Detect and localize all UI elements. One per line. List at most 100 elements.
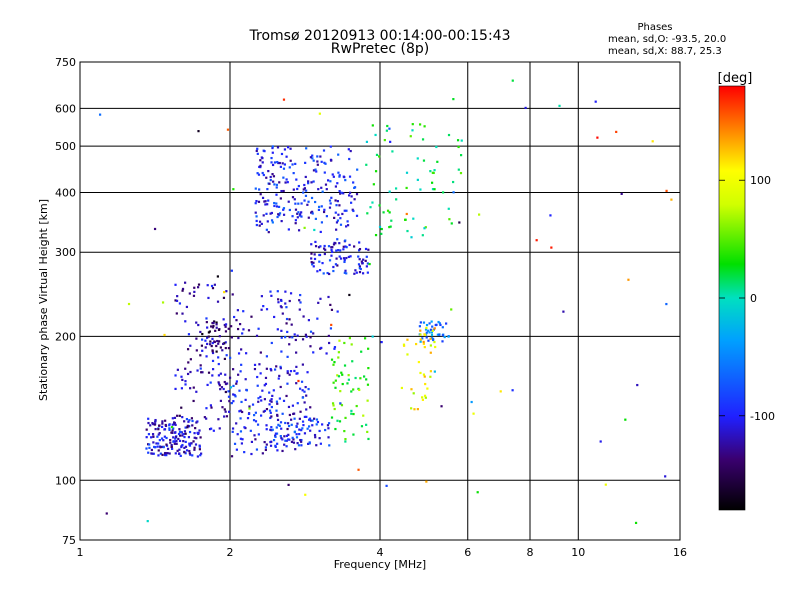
data-point xyxy=(442,191,445,194)
data-point xyxy=(419,340,422,343)
data-point xyxy=(344,239,347,242)
data-point xyxy=(406,353,409,356)
data-point xyxy=(315,418,319,421)
data-point xyxy=(184,367,187,370)
data-point xyxy=(302,188,305,191)
data-point xyxy=(98,113,102,116)
data-point xyxy=(279,305,282,308)
data-point xyxy=(288,299,291,303)
data-point xyxy=(336,264,339,267)
data-point xyxy=(220,386,224,389)
data-point xyxy=(269,428,272,431)
data-point xyxy=(402,343,406,346)
data-point xyxy=(431,329,434,332)
data-point xyxy=(239,370,242,373)
data-point xyxy=(198,429,201,432)
data-point xyxy=(216,300,220,303)
data-point xyxy=(354,376,357,380)
data-point xyxy=(274,435,277,438)
data-point xyxy=(161,453,164,456)
data-point xyxy=(198,445,201,448)
data-point xyxy=(255,149,258,153)
y-tick-label: 600 xyxy=(55,102,76,115)
data-point xyxy=(350,195,353,198)
data-point xyxy=(224,325,227,328)
data-point xyxy=(190,442,193,445)
data-point xyxy=(338,175,341,178)
data-point xyxy=(188,292,191,295)
data-point xyxy=(278,161,281,165)
data-point xyxy=(197,130,200,133)
data-point xyxy=(235,448,238,451)
data-point xyxy=(285,434,289,438)
data-point xyxy=(288,208,291,212)
data-point xyxy=(199,436,202,439)
data-point xyxy=(290,323,293,326)
data-point xyxy=(363,337,367,340)
data-point xyxy=(268,409,272,412)
data-point xyxy=(277,298,280,301)
data-point xyxy=(211,287,215,290)
data-point xyxy=(219,399,223,402)
data-point xyxy=(236,327,240,331)
data-point xyxy=(288,438,291,441)
data-point xyxy=(337,351,340,354)
data-point xyxy=(435,145,438,149)
data-point xyxy=(174,423,177,426)
data-point xyxy=(346,220,349,223)
data-point xyxy=(184,383,187,386)
data-point xyxy=(193,290,196,293)
data-point xyxy=(165,443,168,446)
data-point xyxy=(287,228,290,231)
data-point xyxy=(314,436,317,439)
data-point xyxy=(189,370,192,374)
data-point xyxy=(276,449,279,452)
data-point xyxy=(271,221,274,224)
data-point xyxy=(345,256,348,260)
data-point xyxy=(181,434,184,437)
data-point xyxy=(291,196,295,199)
data-point xyxy=(212,324,215,328)
data-point xyxy=(366,271,369,274)
data-point xyxy=(312,169,316,172)
data-point xyxy=(300,202,303,205)
data-point xyxy=(217,374,221,377)
data-point xyxy=(184,426,187,429)
data-point xyxy=(338,189,341,193)
data-point xyxy=(275,400,279,403)
data-point xyxy=(217,342,220,345)
data-point xyxy=(194,443,198,446)
data-point xyxy=(285,306,288,309)
chart-title: Tromsø 20120913 00:14:00-00:15:43 xyxy=(249,28,511,44)
data-point xyxy=(199,367,202,370)
data-point xyxy=(297,229,301,232)
data-point xyxy=(313,417,316,420)
data-point xyxy=(314,217,317,220)
data-point xyxy=(386,124,389,128)
data-point xyxy=(318,112,321,115)
data-point xyxy=(262,410,265,413)
data-point xyxy=(337,171,340,174)
data-point xyxy=(416,157,419,160)
data-point xyxy=(670,198,673,201)
data-point xyxy=(303,390,306,393)
data-point xyxy=(222,318,225,321)
data-point xyxy=(321,190,324,193)
data-point xyxy=(322,272,325,275)
data-point xyxy=(154,419,157,422)
data-point xyxy=(290,418,293,421)
data-point xyxy=(174,299,177,302)
data-point xyxy=(263,384,266,387)
data-point xyxy=(308,417,312,420)
data-point xyxy=(343,209,346,212)
data-point xyxy=(665,189,668,192)
data-point xyxy=(423,227,426,230)
phases-legend-title: Phases xyxy=(637,22,672,33)
data-point xyxy=(190,417,194,420)
data-point xyxy=(315,444,318,447)
data-point xyxy=(283,435,286,438)
data-point xyxy=(264,446,268,449)
data-point xyxy=(395,198,398,201)
data-point xyxy=(344,245,347,248)
data-point xyxy=(311,154,314,157)
